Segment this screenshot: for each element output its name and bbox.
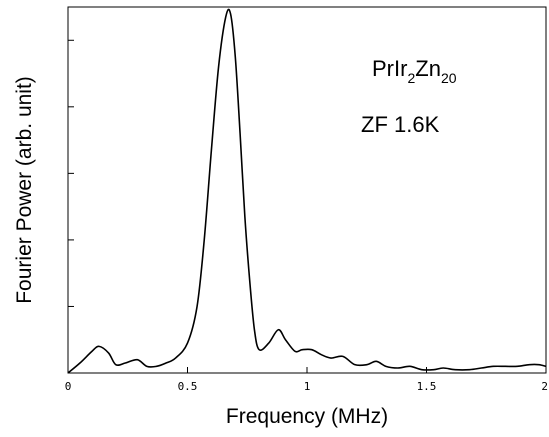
x-tick-label-2: 1	[304, 380, 311, 393]
condition-label: ZF 1.6K	[361, 112, 440, 137]
compound-label: PrIr2Zn20	[372, 56, 457, 86]
x-tick-label-3: 1.5	[417, 380, 437, 393]
x-tick-label-1: 0.5	[178, 380, 198, 393]
x-axis-tick-labels: 0 0.5 1 1.5 2	[65, 380, 548, 393]
y-axis-label: Fourier Power (arb. unit)	[13, 76, 36, 304]
x-tick-label-4: 2	[541, 380, 548, 393]
x-axis-ticks	[67, 367, 547, 373]
x-axis-label: Frequency (MHz)	[226, 405, 388, 428]
x-tick-label-0: 0	[65, 380, 72, 393]
y-axis-ticks	[68, 39, 74, 307]
plot-frame	[67, 6, 547, 374]
fourier-power-line	[67, 8, 547, 374]
